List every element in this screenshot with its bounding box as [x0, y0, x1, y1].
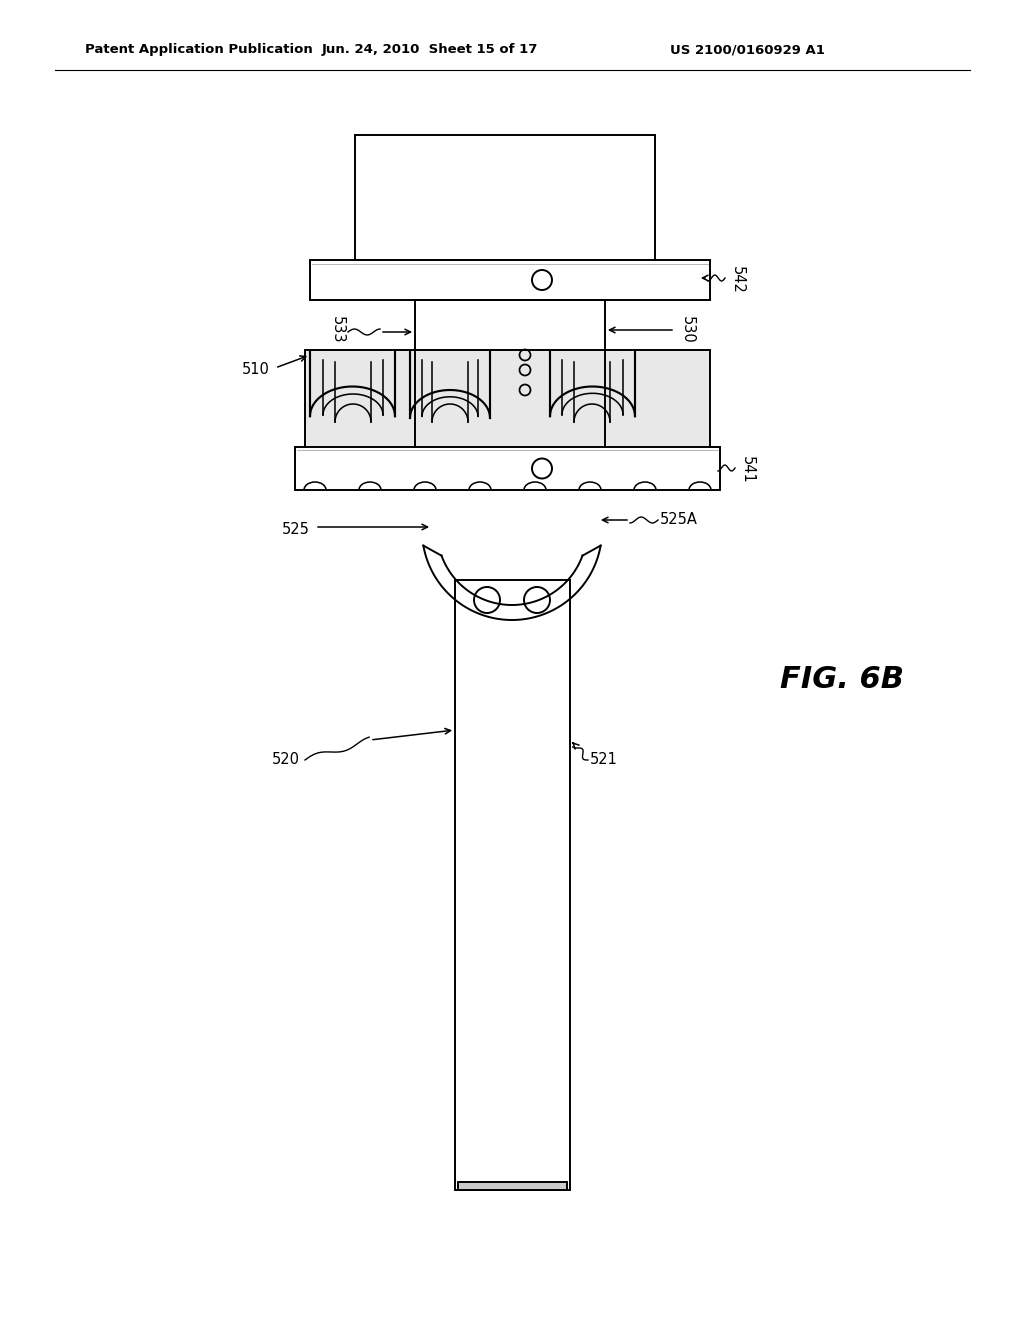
Bar	[355, 135, 655, 260]
Text: 510: 510	[242, 363, 270, 378]
Text: 530: 530	[680, 315, 695, 345]
Text: 521: 521	[590, 752, 617, 767]
Text: 520: 520	[272, 752, 300, 767]
Text: Patent Application Publication: Patent Application Publication	[85, 44, 312, 57]
Bar	[458, 1181, 567, 1191]
Text: Jun. 24, 2010  Sheet 15 of 17: Jun. 24, 2010 Sheet 15 of 17	[322, 44, 539, 57]
Text: 542: 542	[730, 267, 745, 294]
Text: 525: 525	[283, 523, 310, 537]
Bar	[305, 350, 710, 450]
Bar	[295, 447, 720, 490]
Bar	[455, 579, 570, 1191]
Text: FIG. 6B: FIG. 6B	[780, 665, 904, 694]
Text: US 2100/0160929 A1: US 2100/0160929 A1	[670, 44, 825, 57]
Text: 541: 541	[740, 457, 755, 484]
Bar	[310, 260, 710, 300]
Text: 533: 533	[330, 317, 345, 343]
Text: 525A: 525A	[660, 512, 698, 528]
Bar	[415, 300, 605, 450]
